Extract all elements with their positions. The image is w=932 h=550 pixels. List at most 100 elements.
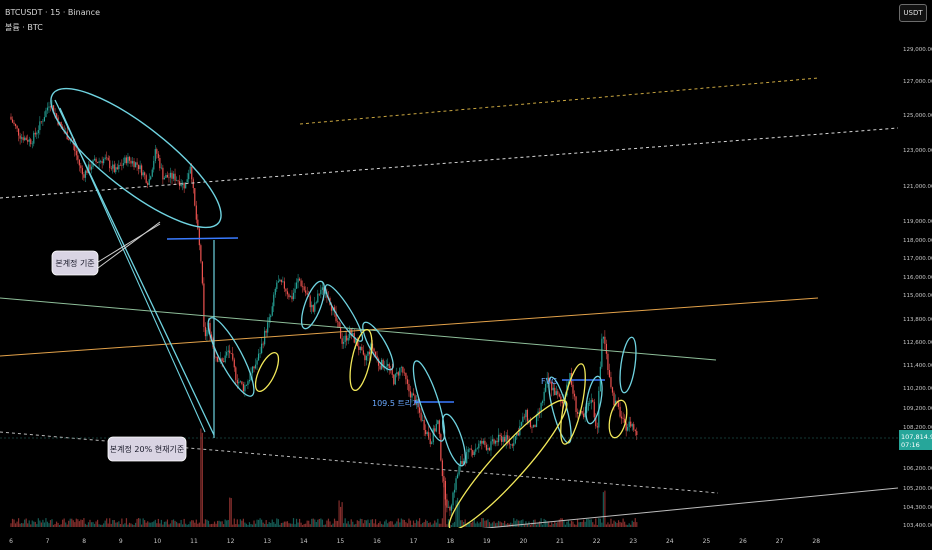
blue-level-marker-1[interactable] <box>166 237 239 240</box>
candle-body <box>24 137 26 141</box>
volume-bar <box>250 523 252 527</box>
volume-bar <box>423 522 425 527</box>
volume-bar <box>437 518 439 527</box>
volume-bar <box>484 520 486 527</box>
candle-body <box>46 107 49 111</box>
volume-bar <box>139 518 141 527</box>
volume-indicator-title[interactable]: 볼륨 · BTC <box>5 23 43 32</box>
candle-body <box>586 410 588 413</box>
candle-body <box>285 288 287 292</box>
volume-bar <box>400 518 402 527</box>
volume-bar <box>160 519 162 527</box>
candle-body <box>210 334 213 339</box>
grey-support-trendline[interactable] <box>465 487 899 531</box>
candle-body <box>517 432 519 436</box>
cyan-ellipse-4[interactable] <box>321 281 368 344</box>
candle-body <box>412 393 415 396</box>
callout-2-box[interactable] <box>107 436 187 462</box>
volume-bar <box>418 518 421 527</box>
candle-body <box>188 173 190 180</box>
volume-bar <box>346 523 348 527</box>
volume-bar <box>242 518 244 527</box>
volume-bar <box>122 524 124 527</box>
candle-body <box>55 113 58 118</box>
cyan-ellipse-3[interactable] <box>297 279 329 331</box>
cyan-ellipse-6[interactable] <box>407 358 450 443</box>
volume-bar <box>338 500 340 527</box>
candle-body <box>379 365 381 370</box>
volume-bar <box>141 524 143 527</box>
candle-body <box>277 281 279 283</box>
candle-body <box>113 164 115 173</box>
green-trendline[interactable] <box>0 297 717 361</box>
candle-body <box>197 219 199 229</box>
candle-body <box>376 355 378 359</box>
candle-body <box>636 431 638 435</box>
cyan-ellipse-2[interactable] <box>201 313 262 401</box>
candle-body <box>168 177 170 179</box>
cyan-ellipse-10[interactable] <box>617 336 639 394</box>
cyan-ellipse-7[interactable] <box>438 412 470 468</box>
cyan-drop-line-b[interactable] <box>59 107 206 433</box>
candle-body <box>156 149 158 154</box>
yellow-ellipse-4[interactable] <box>606 399 630 439</box>
volume-bar <box>443 479 445 527</box>
volume-bar <box>482 518 484 527</box>
candle-body <box>75 151 77 156</box>
candle-body <box>423 420 425 430</box>
cyan-ellipse-9[interactable] <box>583 375 605 425</box>
candle-body <box>242 383 244 392</box>
volume-bar <box>385 519 387 527</box>
x-tick-label: 13 <box>263 538 271 545</box>
current-price-badge: 107,814.99 07:16 <box>899 430 932 450</box>
volume-bar <box>215 523 217 527</box>
candle-body <box>450 505 453 511</box>
volume-bar <box>264 523 266 527</box>
yellow-ellipse-1[interactable] <box>251 350 283 395</box>
symbol-title[interactable]: BTCUSDT · 15 · Binance <box>5 8 100 17</box>
dotted-white-upper-trendline[interactable] <box>0 127 899 199</box>
candle-body <box>282 281 284 283</box>
volume-bar <box>180 519 182 527</box>
candle-body <box>604 336 606 344</box>
volume-bar <box>326 520 328 527</box>
volume-bar <box>83 518 85 527</box>
volume-bar <box>201 432 203 527</box>
candle-body <box>592 400 594 402</box>
cyan-ellipse-top[interactable] <box>34 68 239 248</box>
candle-body <box>611 387 614 393</box>
yellow-ellipse-2[interactable] <box>346 328 376 392</box>
yellow-ellipse-3[interactable] <box>556 362 591 446</box>
candle-body <box>538 411 541 413</box>
volume-bar <box>531 522 533 527</box>
volume-bar <box>396 521 398 527</box>
callout-1-box[interactable] <box>51 250 99 276</box>
volume-bar <box>72 520 74 527</box>
volume-bar <box>420 524 422 527</box>
volume-bar <box>223 524 225 527</box>
volume-bar <box>106 518 108 527</box>
candle-body <box>265 330 267 333</box>
volume-bar <box>286 521 289 527</box>
volume-bar <box>497 520 500 527</box>
candle-body <box>605 343 608 354</box>
dotted-orange-trendline[interactable] <box>299 77 819 125</box>
candle-body <box>485 444 488 450</box>
orange-trendline[interactable] <box>0 297 819 357</box>
currency-unit-button[interactable]: USDT <box>899 4 927 22</box>
volume-bar <box>572 521 574 527</box>
time-axis[interactable]: 6 7 8 9 10 11 12 13 14 15 16 17 18 19 20 21 22 23 24 25 26 27… <box>0 528 932 550</box>
candle-body <box>96 161 99 163</box>
volume-bar <box>356 520 358 527</box>
candle-body <box>83 174 85 178</box>
candle-body <box>166 174 169 178</box>
candle-body <box>124 157 126 164</box>
candle-body <box>165 174 167 178</box>
volume-bar <box>74 522 76 527</box>
x-tick-label: 10 <box>154 538 162 545</box>
volume-bar <box>535 524 538 527</box>
candle-body <box>273 294 275 307</box>
y-tick-label: 116,000.00 <box>903 275 932 281</box>
